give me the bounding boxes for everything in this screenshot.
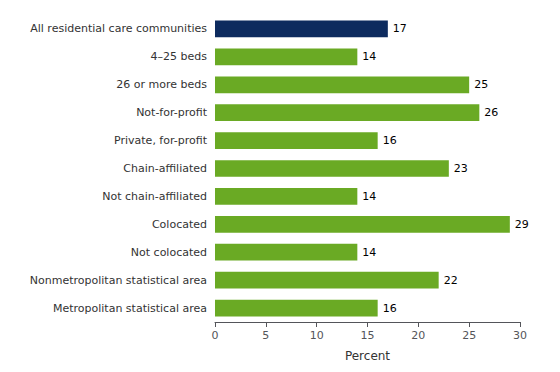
svg-text:Chain-affiliated: Chain-affiliated [123, 162, 207, 175]
svg-text:Percent: Percent [345, 349, 390, 363]
svg-text:25: 25 [462, 329, 476, 342]
svg-text:Nonmetropolitan statistical ar: Nonmetropolitan statistical area [30, 274, 207, 287]
svg-text:22: 22 [444, 274, 458, 287]
svg-text:Metropolitan statistical area: Metropolitan statistical area [53, 302, 207, 315]
svg-text:30: 30 [513, 329, 527, 342]
svg-text:29: 29 [515, 218, 529, 231]
svg-text:14: 14 [362, 246, 376, 259]
svg-text:17: 17 [393, 22, 407, 35]
svg-text:Not chain-affiliated: Not chain-affiliated [102, 190, 207, 203]
svg-text:20: 20 [411, 329, 425, 342]
svg-text:14: 14 [362, 190, 376, 203]
svg-text:25: 25 [474, 78, 488, 91]
svg-text:Not-for-profit: Not-for-profit [136, 106, 208, 119]
svg-text:23: 23 [454, 162, 468, 175]
svg-text:5: 5 [262, 329, 269, 342]
svg-text:26: 26 [484, 106, 498, 119]
svg-text:Private, for-profit: Private, for-profit [114, 134, 208, 147]
svg-text:0: 0 [212, 329, 219, 342]
svg-text:Not colocated: Not colocated [131, 246, 207, 259]
svg-text:16: 16 [383, 134, 397, 147]
svg-text:16: 16 [383, 302, 397, 315]
svg-text:All residential care communiti: All residential care communities [30, 22, 207, 35]
svg-text:10: 10 [310, 329, 324, 342]
svg-text:15: 15 [361, 329, 375, 342]
svg-text:14: 14 [362, 50, 376, 63]
svg-text:Colocated: Colocated [152, 218, 207, 231]
svg-text:26 or more beds: 26 or more beds [116, 78, 207, 91]
svg-text:4–25 beds: 4–25 beds [151, 50, 208, 63]
